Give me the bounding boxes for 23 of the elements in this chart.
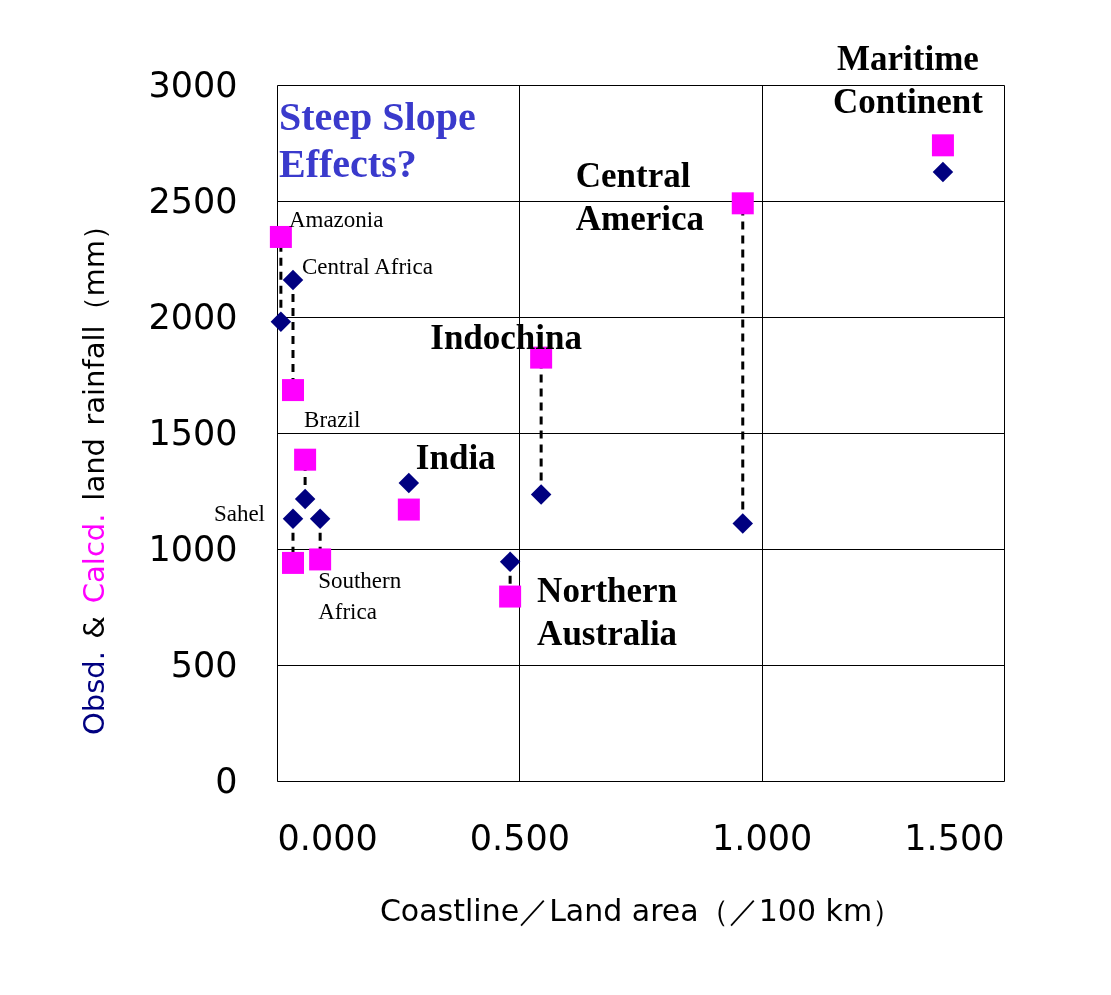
annotation: Central America [575, 156, 705, 239]
y-tick-label: 3000 [148, 64, 238, 105]
x-axis-title: Coastline／Land area（／100 km） [379, 892, 903, 928]
y-tick-label: 2000 [148, 296, 238, 337]
annotation: Steep Slope Effects? [279, 94, 476, 186]
y-axis-title: Obsd. & Calcd. land rainfall（mm） [77, 210, 111, 735]
annotation: India [415, 437, 496, 477]
x-tick-label: 1.500 [904, 817, 1005, 858]
x-tick-label: 0.500 [469, 817, 570, 858]
y-tick-label: 0 [215, 760, 238, 801]
x-tick-label: 0.000 [277, 817, 378, 858]
annotation: Sahel [213, 500, 265, 526]
annotation: Southern Africa [318, 568, 402, 625]
annotation: Maritime Continent [833, 39, 984, 122]
annotation: Northern Australia [537, 570, 678, 653]
x-tick-label: 1.000 [712, 817, 813, 858]
annotation: Amazonia [288, 206, 384, 232]
annotation: Central Africa [301, 253, 433, 279]
y-tick-label: 1500 [148, 412, 238, 453]
y-tick-label: 1000 [148, 528, 238, 569]
annotation: Brazil [304, 406, 361, 432]
y-tick-label: 2500 [148, 180, 238, 221]
y-tick-label: 500 [170, 644, 238, 685]
